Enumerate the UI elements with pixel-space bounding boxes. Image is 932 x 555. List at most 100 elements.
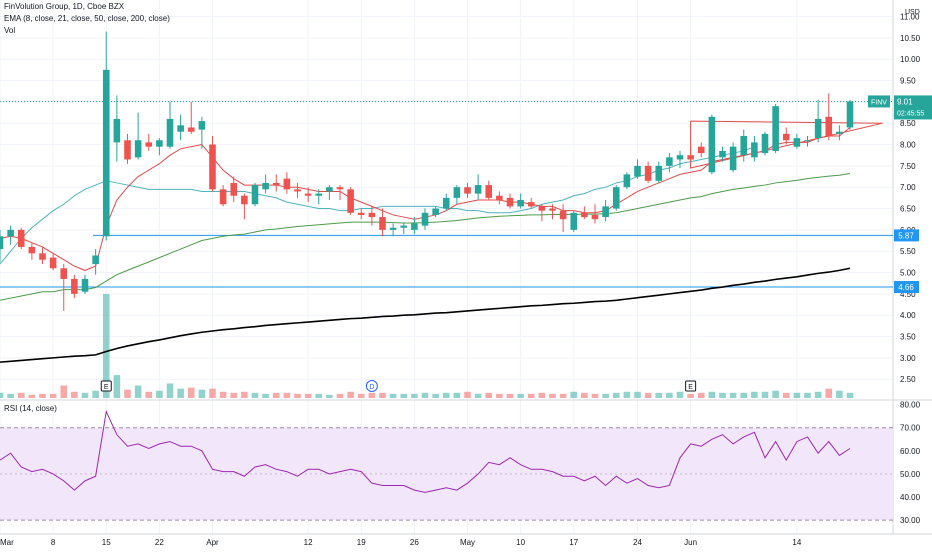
volume-bar xyxy=(81,392,89,398)
volume-bar xyxy=(71,391,78,398)
candle-body xyxy=(687,155,694,160)
candle-body xyxy=(315,193,323,196)
candle-body xyxy=(39,253,46,260)
candle-body xyxy=(113,118,121,143)
candle-body xyxy=(846,101,854,128)
event-marker: D xyxy=(365,380,378,392)
price-tick-label: 8.00 xyxy=(900,141,916,150)
volume-bar xyxy=(687,393,694,398)
volume-bar xyxy=(464,391,471,398)
price-tick-label: 2.50 xyxy=(900,375,916,384)
volume-legend[interactable]: Vol xyxy=(4,26,16,35)
candle-body xyxy=(134,140,142,158)
price-tick-label: 4.50 xyxy=(900,290,916,299)
volume-bar xyxy=(814,391,822,398)
candle-body xyxy=(336,187,344,190)
price-tick-label: 9.50 xyxy=(900,77,916,86)
candle-body xyxy=(591,214,599,220)
volume-bar xyxy=(782,392,790,398)
volume-bar xyxy=(209,388,216,398)
volume-bar xyxy=(676,391,684,398)
candle-body xyxy=(400,225,408,228)
candle-body xyxy=(527,202,535,207)
price-tick-label: 3.50 xyxy=(900,333,916,342)
candle-body xyxy=(442,197,450,209)
candle-body xyxy=(772,106,779,151)
volume-bar xyxy=(496,393,503,398)
candle-body xyxy=(719,150,726,158)
candle-body xyxy=(644,165,652,181)
volume-bar xyxy=(198,389,206,398)
candle-body xyxy=(177,125,184,132)
volume-bar xyxy=(124,389,131,398)
time-tick-label: 26 xyxy=(410,538,419,547)
volume-bar xyxy=(644,392,652,398)
volume-bar xyxy=(591,393,599,398)
event-marker: E xyxy=(685,380,697,392)
volume-bar xyxy=(506,393,514,398)
earnings-marker-icon xyxy=(100,380,112,392)
volume-bar xyxy=(411,393,418,398)
candle-body xyxy=(825,116,833,136)
candle-body xyxy=(761,133,769,154)
candle-body xyxy=(708,116,716,173)
volume-bar xyxy=(7,393,14,398)
volume-bar xyxy=(315,393,323,398)
volume-bar xyxy=(570,391,578,398)
price-tick-label: 7.00 xyxy=(900,183,916,192)
volume-bar xyxy=(485,392,493,398)
volume-bar xyxy=(442,392,450,398)
candle-body xyxy=(262,182,269,190)
candle-body xyxy=(496,195,503,200)
candle-body xyxy=(357,212,365,215)
candle-body xyxy=(368,212,376,218)
volume-bar xyxy=(474,393,482,398)
triangle-pattern xyxy=(690,120,883,169)
candle-body xyxy=(581,212,588,218)
volume-bar xyxy=(751,391,758,398)
price-tick-label: 5.00 xyxy=(900,269,916,278)
ticker-badge: FINV xyxy=(871,99,887,106)
volume-bar xyxy=(453,392,461,398)
candle-body xyxy=(411,223,418,230)
ema-legend[interactable]: EMA (8, close, 21, close, 50, close, 200… xyxy=(4,14,170,23)
time-tick-label: 15 xyxy=(102,538,111,547)
price-tick-label: 10.00 xyxy=(900,55,921,64)
volume-bar xyxy=(804,392,811,398)
rsi-legend[interactable]: RSI (14, close) xyxy=(4,404,57,413)
candle-body xyxy=(124,140,131,160)
volume-bar xyxy=(549,393,556,398)
candle-body xyxy=(0,236,4,250)
candle-body xyxy=(28,246,36,254)
last-price-badge-bg xyxy=(894,95,932,120)
rsi-tick-label: 60.00 xyxy=(900,447,921,456)
candle-body xyxy=(379,217,386,230)
volume-bar xyxy=(336,393,344,398)
volume-bar xyxy=(527,393,535,398)
volume-bar xyxy=(793,392,801,398)
rsi-tick-label: 70.00 xyxy=(900,424,921,433)
volume-bar xyxy=(368,392,376,398)
symbol-legend[interactable]: FinVolution Group, 1D, Cboe BZX xyxy=(4,2,125,11)
candle-body xyxy=(7,229,14,237)
ema200-line xyxy=(0,267,851,363)
rsi-tick-label: 40.00 xyxy=(900,493,921,502)
candle-body xyxy=(474,185,482,194)
event-marker-label: E xyxy=(104,384,109,391)
ticker-badge-bg xyxy=(868,95,890,108)
candle-body xyxy=(432,208,439,215)
volume-bar xyxy=(836,390,843,398)
earnings-marker-icon xyxy=(685,380,697,392)
volume-bar xyxy=(326,394,333,398)
price-tick-label: 10.50 xyxy=(900,34,921,43)
price-tick-label: 6.50 xyxy=(900,205,916,214)
candle-body xyxy=(793,138,801,147)
volume-bar xyxy=(262,393,269,398)
candle-body xyxy=(230,182,238,196)
volume-bar xyxy=(825,388,833,398)
candle-body xyxy=(612,187,620,209)
time-tick-label: Mar xyxy=(0,538,14,547)
candle-body xyxy=(17,229,25,247)
